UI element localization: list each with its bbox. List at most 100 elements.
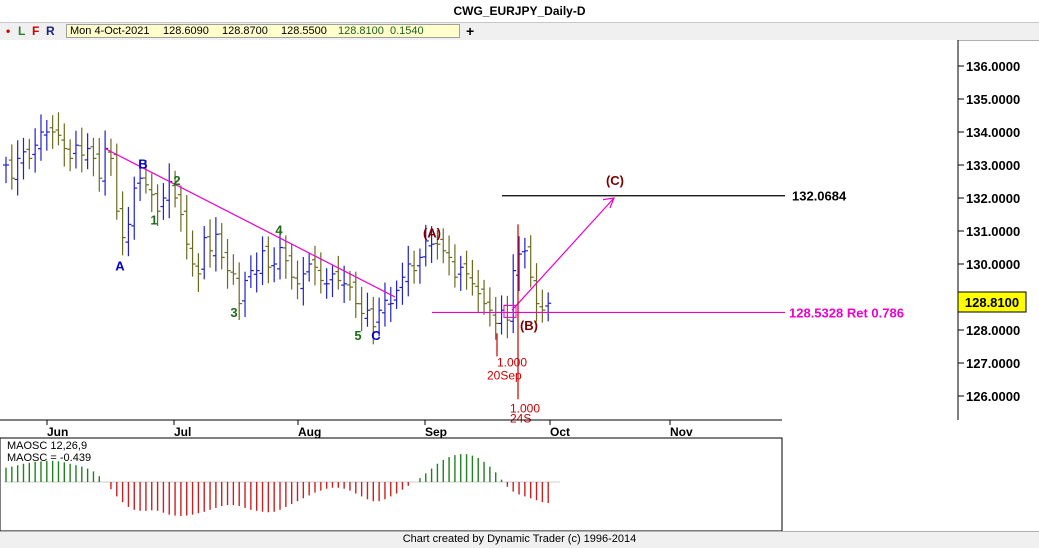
y-tick-label: 134.0000 (966, 125, 1020, 140)
ohlc-bar (78, 127, 85, 173)
wave-label: 3 (230, 305, 237, 320)
ohlc-bar (265, 236, 272, 284)
ohlc-bar (486, 287, 493, 327)
ohlc-bar (405, 245, 412, 297)
wave-label: C (371, 328, 381, 343)
wave-label: 5 (354, 328, 361, 343)
flag-dot[interactable]: • (6, 24, 11, 38)
ohlc-bar (306, 253, 313, 282)
y-tick-label: 133.0000 (966, 158, 1020, 173)
time-cycle-date-2: 24S (510, 411, 531, 425)
ohlc-bar (469, 259, 476, 296)
ohlc-bar (253, 252, 260, 293)
ohlc-bar (463, 250, 470, 290)
ohlc-bar (207, 219, 214, 268)
ohlc-bar (434, 230, 441, 260)
ohlc-bar (183, 194, 190, 260)
flag-f[interactable]: F (32, 24, 40, 38)
ohlc-bar (125, 207, 132, 257)
ohlc-bar (527, 235, 534, 288)
oscillator-name: MAOSC 12,26,9 (7, 440, 87, 452)
info-bar: • L F R Mon 4-Oct-2021 128.6090 128.8700… (0, 23, 1039, 41)
ohlc-bar (510, 254, 517, 334)
x-tick-label: Oct (550, 425, 570, 439)
add-button[interactable]: + (466, 23, 475, 39)
y-tick-label: 132.0000 (966, 191, 1020, 206)
y-tick-label: 130.0000 (966, 257, 1020, 272)
x-axis: Jun Jul Aug Sep Oct Nov (0, 419, 782, 439)
ohlc-bar (90, 137, 97, 177)
y-tick-label: 128.0000 (966, 323, 1020, 338)
oscillator-pane[interactable]: MAOSC 12,26,9 MAOSC = -0.439 (0, 437, 783, 531)
ohlc-bar (131, 176, 138, 240)
ohlc-bar (37, 114, 44, 161)
time-cycle-label-2: 1.000 (510, 402, 540, 416)
ohlc-bar (451, 244, 458, 288)
x-tick-label: Nov (670, 425, 693, 439)
x-tick-label: Aug (298, 425, 321, 439)
ohlc-bar (282, 235, 289, 279)
chart-title: CWG_EURJPY_Daily-D (0, 0, 1039, 23)
ohlc-bar (288, 243, 295, 290)
ohlc-bar (119, 191, 126, 256)
ohlc-bar (212, 217, 219, 272)
wave-label: B (138, 156, 147, 171)
wave-label: (C) (606, 173, 624, 188)
ohlc-bar (457, 255, 464, 291)
ohlc-bar (26, 138, 33, 170)
wave-label: 4 (275, 222, 283, 237)
flag-l[interactable]: L (18, 24, 26, 38)
ohlc-open: 128.6090 (163, 25, 209, 37)
y-tick-label: 126.0000 (966, 389, 1020, 404)
ohlc-bar (259, 236, 266, 286)
ohlc-bar (201, 226, 208, 280)
current-price-marker: 128.8100 (957, 291, 1027, 313)
y-tick-label: 127.0000 (966, 356, 1020, 371)
ohlc-bar (177, 185, 184, 232)
ohlc-bar (492, 296, 499, 340)
ohlc-bar (49, 115, 56, 149)
ohlc-bar (67, 139, 74, 172)
ohlc-bar (84, 133, 91, 170)
x-tick-label: Jun (47, 425, 68, 439)
footer: Chart created by Dynamic Trader (c) 1996… (0, 531, 1039, 548)
projection-arrowhead (602, 197, 615, 209)
wave-label: A (115, 259, 125, 274)
wave-label: 2 (173, 173, 180, 188)
ohlc-bar (440, 228, 447, 264)
ohlc-bar (539, 289, 546, 323)
ohlc-bar (218, 223, 225, 270)
ohlc-bar (475, 270, 482, 312)
ohlc-bar (148, 173, 155, 213)
flag-r[interactable]: R (46, 24, 55, 38)
ohlc-readout: Mon 4-Oct-2021 128.6090 128.8700 128.550… (66, 24, 460, 38)
ohlc-bar (271, 247, 278, 283)
ohlc-bar (370, 296, 377, 345)
ohlc-bar (428, 226, 435, 263)
ohlc-bar (55, 112, 62, 146)
ohlc-bar (43, 119, 50, 151)
chart-area[interactable]: 136.0000 135.0000 134.0000 133.0000 132.0000… (0, 40, 1039, 531)
price-pane[interactable]: 136.0000 135.0000 134.0000 133.0000 132.0000… (0, 40, 1020, 425)
ohlc-bar (32, 128, 39, 173)
ohlc-bar (481, 279, 488, 315)
ohlc-bar (521, 237, 528, 269)
ohlc-bar (346, 270, 353, 301)
target-level-label: 132.0684 (792, 189, 847, 204)
ohlc-bar (393, 280, 400, 309)
ohlc-bar (107, 138, 114, 176)
ohlc-bar (545, 292, 552, 322)
ohlc-bar (20, 137, 27, 180)
ohlc-bar (3, 156, 9, 184)
ohlc-bar (189, 230, 196, 277)
ohlc-bar (387, 287, 394, 322)
ohlc-bar (352, 271, 359, 318)
x-tick-label: Jul (174, 425, 191, 439)
time-cycle-date-1: 20Sep (487, 369, 522, 383)
ohlc-bar (294, 260, 301, 300)
ohlc-bar (422, 224, 429, 267)
ohlc-bar (160, 183, 167, 220)
ohlc-bar (341, 265, 348, 303)
ohlc-bar (230, 254, 237, 285)
